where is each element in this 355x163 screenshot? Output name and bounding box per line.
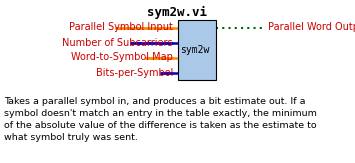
Text: Number of Subcarriers: Number of Subcarriers xyxy=(62,37,173,47)
Text: sym2w.vi: sym2w.vi xyxy=(147,6,207,19)
Bar xyxy=(178,20,216,80)
Text: Bits-per-Symbol: Bits-per-Symbol xyxy=(95,67,173,77)
Text: Parallel Symbol Input: Parallel Symbol Input xyxy=(69,22,173,32)
Text: Word-to-Symbol Map: Word-to-Symbol Map xyxy=(71,52,173,62)
Text: Parallel Word Output: Parallel Word Output xyxy=(268,22,355,32)
Text: Takes a parallel symbol in, and produces a bit estimate out. If a
symbol doesn't: Takes a parallel symbol in, and produces… xyxy=(4,97,317,142)
Text: sym2w: sym2w xyxy=(180,45,209,55)
